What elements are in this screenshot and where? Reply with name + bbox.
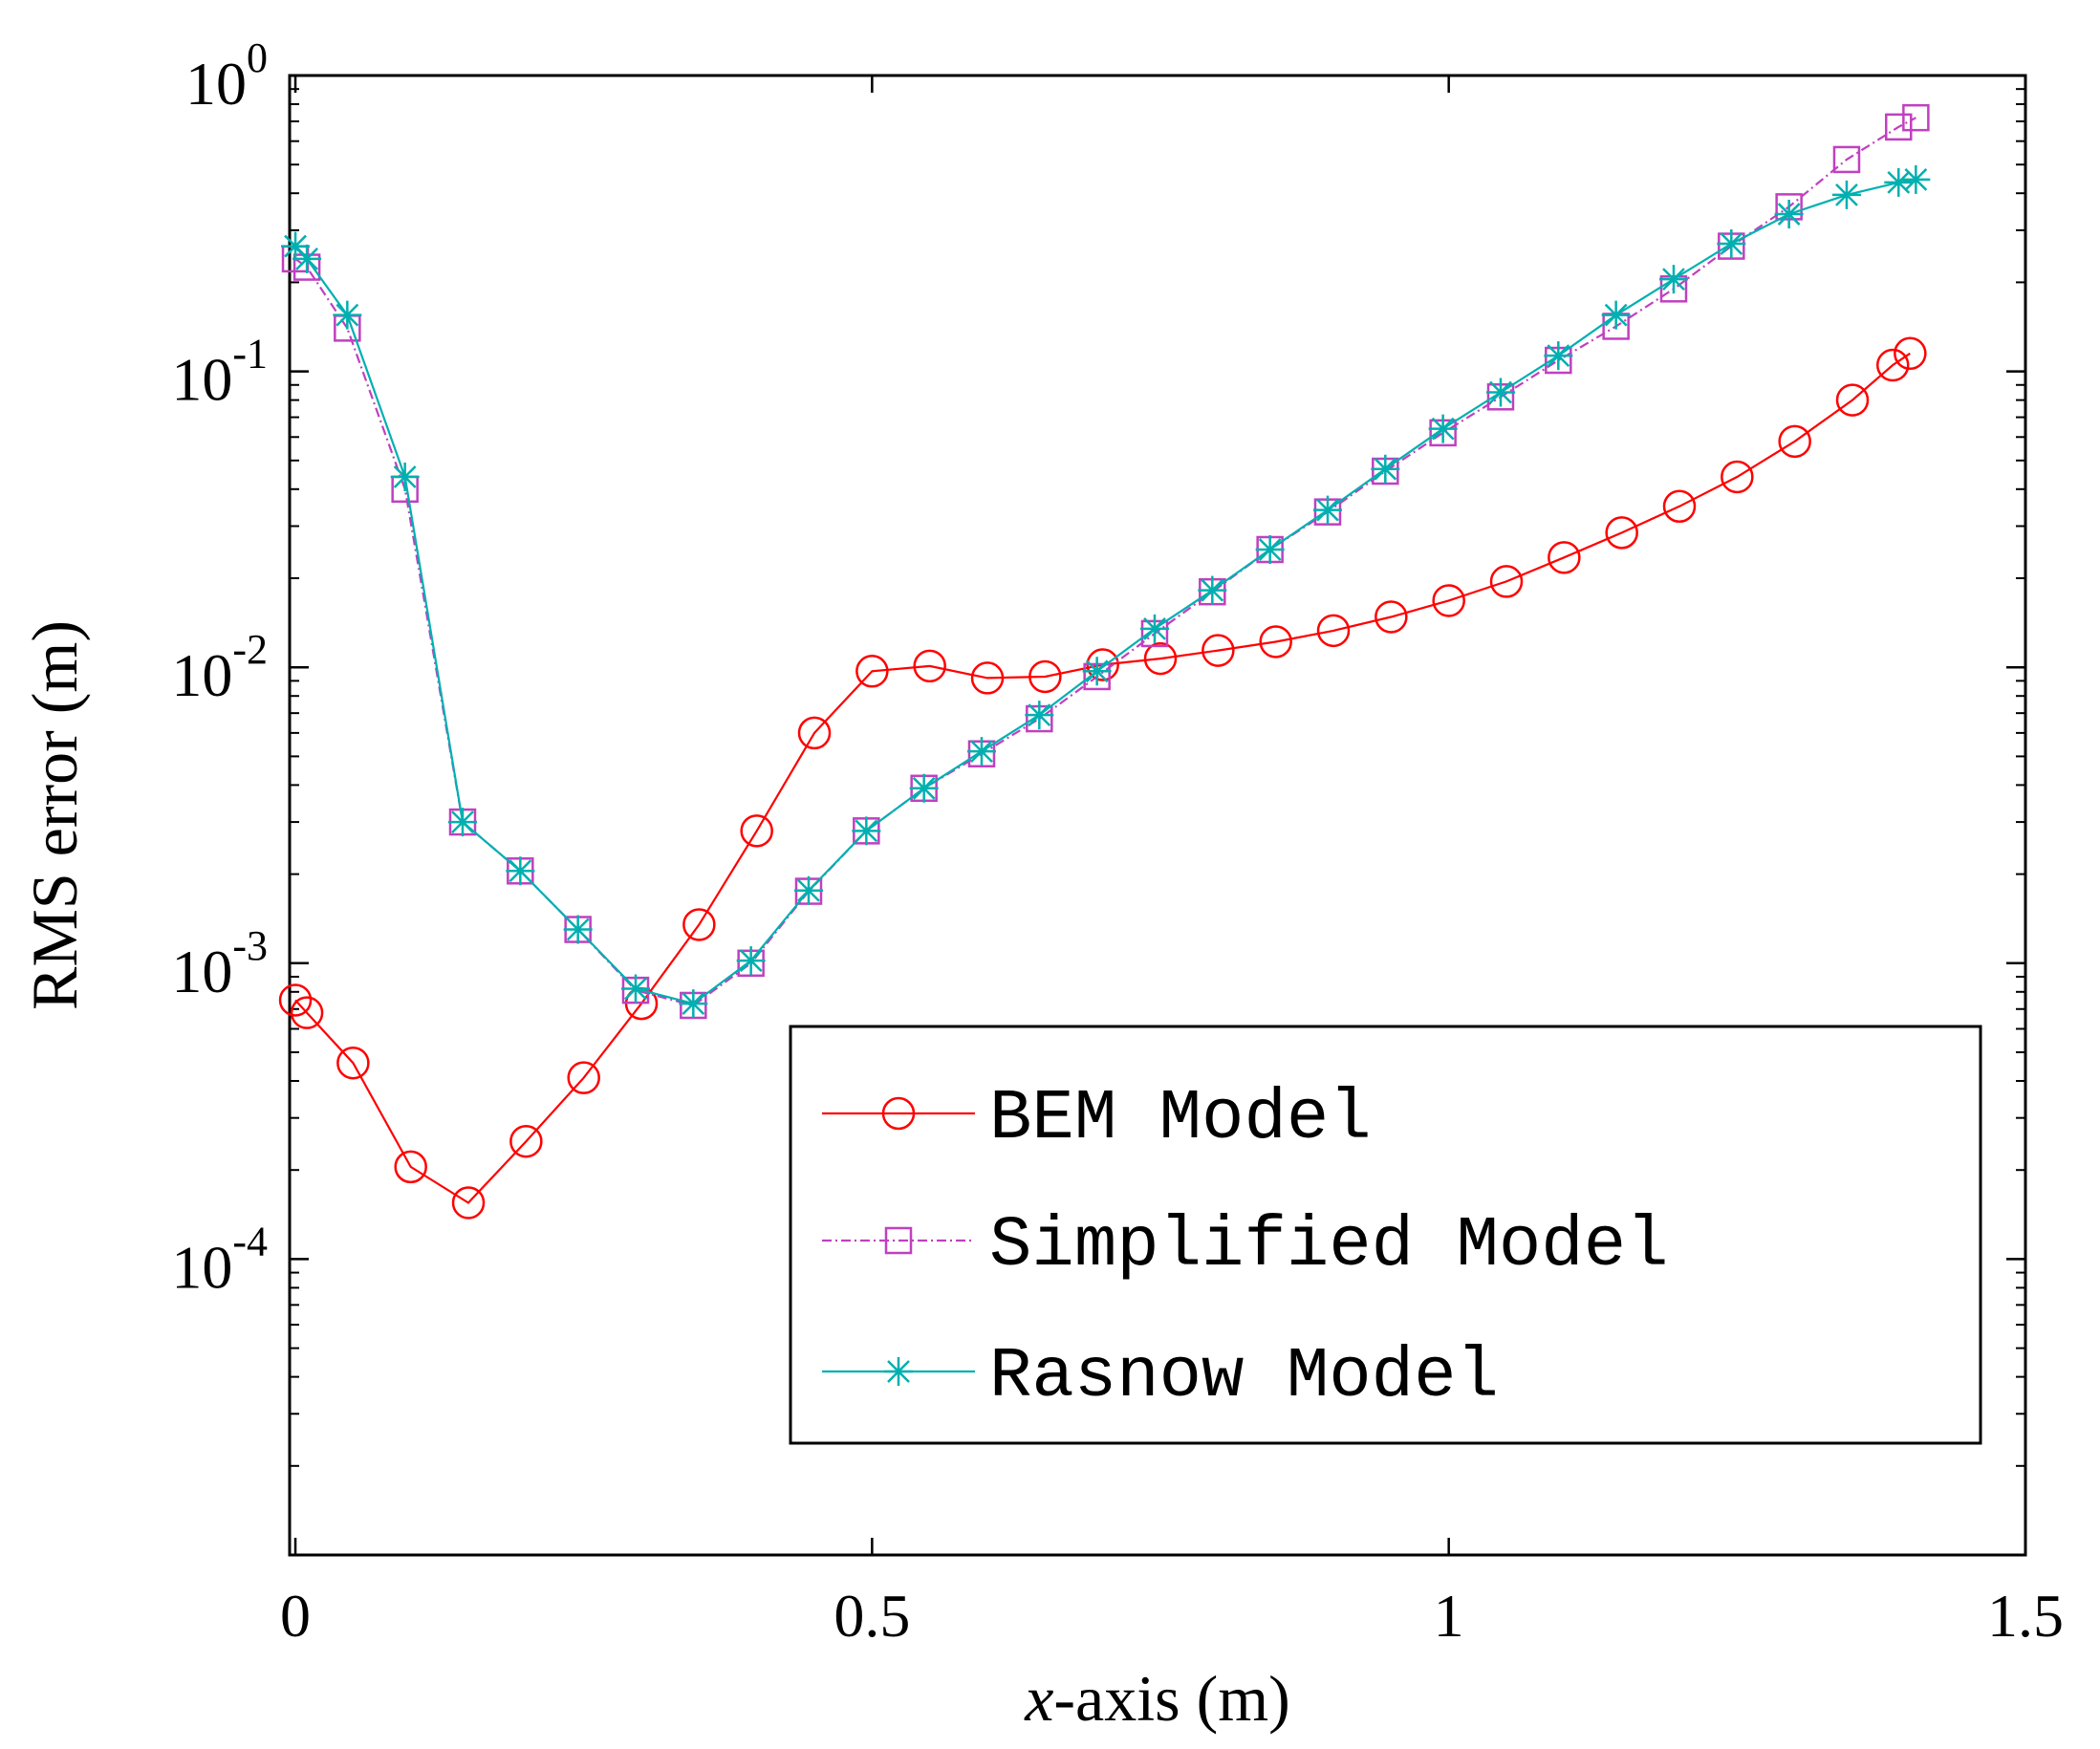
- data-point-rasnow-model: [966, 737, 996, 767]
- data-point-bem-model: [913, 649, 946, 683]
- data-point-bem-model: [278, 983, 313, 1017]
- data-point-rasnow-model: [1139, 614, 1169, 643]
- legend-label-simplified-model: Simplified Model: [989, 1206, 1669, 1286]
- data-point-rasnow-model: [506, 856, 535, 886]
- data-point-bem-model: [1432, 584, 1465, 617]
- ticks-layer: [290, 74, 2027, 1555]
- data-point-rasnow-model: [1025, 701, 1054, 730]
- x-tick-label: 0.5: [834, 1582, 910, 1650]
- data-point-rasnow-model: [292, 244, 322, 273]
- y-tick-label: 10-4: [171, 1218, 268, 1301]
- legend-marker-bem-model: [881, 1096, 916, 1131]
- data-point-rasnow-model: [793, 875, 823, 905]
- x-axis-title: x-axis (m): [1024, 1662, 1290, 1735]
- data-point-bem-model: [1778, 424, 1811, 459]
- data-point-rasnow-model: [679, 989, 708, 1019]
- data-point-rasnow-model: [1312, 495, 1342, 525]
- data-point-rasnow-model: [1255, 534, 1285, 564]
- series-layer: [278, 103, 1931, 1220]
- y-tick-label-exponent: 0: [247, 34, 268, 81]
- data-point-bem-model: [970, 661, 1005, 695]
- data-point-bem-model: [509, 1124, 543, 1158]
- data-point-rasnow-model: [1717, 229, 1746, 259]
- legend-marker-rasnow-model: [884, 1357, 913, 1386]
- data-point-rasnow-model: [852, 816, 881, 846]
- data-point-bem-model: [797, 716, 832, 750]
- legend-box: [789, 1025, 1982, 1445]
- data-point-simplified-model: [1832, 145, 1861, 174]
- y-tick-label-exponent: -4: [232, 1218, 268, 1264]
- y-tick-label-exponent: -3: [232, 922, 268, 969]
- data-point-bem-model: [394, 1150, 427, 1184]
- y-tick-label-base: 10: [171, 938, 232, 1005]
- data-point-rasnow-model: [1774, 200, 1804, 229]
- data-point-bem-model: [740, 814, 773, 848]
- legend-label-rasnow-model: Rasnow Model: [989, 1337, 1499, 1417]
- data-point-rasnow-model: [1884, 167, 1914, 197]
- y-tick-label-base: 10: [171, 641, 232, 709]
- data-point-rasnow-model: [736, 946, 766, 976]
- data-point-rasnow-model: [1082, 657, 1112, 686]
- y-tick-label-base: 10: [171, 346, 232, 414]
- data-point-bem-model: [1028, 659, 1062, 694]
- x-tick-label: 1: [1434, 1582, 1464, 1650]
- data-point-bem-model: [1259, 625, 1292, 659]
- data-point-bem-model: [1875, 348, 1910, 382]
- x-axis-title-rest: -axis (m): [1053, 1662, 1289, 1735]
- data-point-bem-model: [1143, 641, 1178, 676]
- data-point-rasnow-model: [620, 974, 650, 1004]
- data-point-rasnow-model: [281, 231, 311, 261]
- data-point-bem-model: [1721, 460, 1754, 494]
- data-point-rasnow-model: [447, 808, 477, 837]
- data-point-simplified-model: [1885, 113, 1913, 141]
- data-point-rasnow-model: [390, 462, 420, 491]
- data-point-bem-model: [855, 655, 889, 688]
- data-point-bem-model: [336, 1046, 370, 1080]
- data-point-rasnow-model: [1428, 414, 1458, 443]
- data-point-rasnow-model: [1658, 265, 1688, 294]
- data-point-bem-model: [451, 1186, 486, 1220]
- y-tick-label-base: 10: [185, 50, 247, 118]
- y-tick-label: 10-1: [171, 331, 268, 414]
- data-point-rasnow-model: [1544, 341, 1573, 371]
- data-point-rasnow-model: [1485, 378, 1515, 407]
- data-point-bem-model: [1548, 541, 1581, 574]
- y-tick-label: 10-3: [171, 922, 268, 1005]
- data-point-rasnow-model: [909, 773, 939, 803]
- data-point-bem-model: [290, 996, 324, 1029]
- data-point-rasnow-model: [563, 915, 593, 944]
- data-point-bem-model: [1375, 600, 1408, 634]
- y-tick-label-exponent: -1: [232, 331, 268, 378]
- x-tick-label: 1.5: [1987, 1582, 2064, 1650]
- x-tick-label: 0: [280, 1582, 311, 1650]
- legend: BEM Model Simplified Model Rasnow Model: [789, 1025, 1982, 1445]
- data-point-simplified-model: [1902, 103, 1930, 132]
- data-point-rasnow-model: [333, 300, 362, 330]
- data-point-bem-model: [682, 908, 716, 941]
- y-tick-label-exponent: -2: [232, 626, 268, 673]
- data-point-bem-model: [567, 1061, 600, 1094]
- data-point-rasnow-model: [1901, 164, 1931, 194]
- data-point-bem-model: [1202, 634, 1235, 667]
- data-point-bem-model: [1605, 516, 1638, 550]
- data-point-bem-model: [1662, 489, 1697, 524]
- data-point-rasnow-model: [1831, 180, 1861, 209]
- data-point-bem-model: [1894, 336, 1927, 371]
- data-point-rasnow-model: [1198, 575, 1227, 605]
- data-point-rasnow-model: [1601, 300, 1631, 330]
- data-point-bem-model: [1489, 565, 1524, 598]
- data-point-rasnow-model: [1371, 454, 1400, 484]
- legend-label-bem-model: BEM Model: [989, 1079, 1372, 1159]
- x-axis-title-italic: x: [1024, 1662, 1053, 1735]
- y-tick-label: 10-2: [171, 626, 268, 709]
- data-point-bem-model: [1316, 614, 1351, 648]
- legend-marker-simplified-model: [884, 1226, 913, 1255]
- series-rasnow-model: [281, 164, 1931, 1019]
- y-axis-title: RMS error (m): [18, 620, 91, 1010]
- y-tick-label: 100: [185, 34, 268, 118]
- y-tick-label-base: 10: [171, 1233, 232, 1301]
- data-point-bem-model: [1835, 383, 1870, 417]
